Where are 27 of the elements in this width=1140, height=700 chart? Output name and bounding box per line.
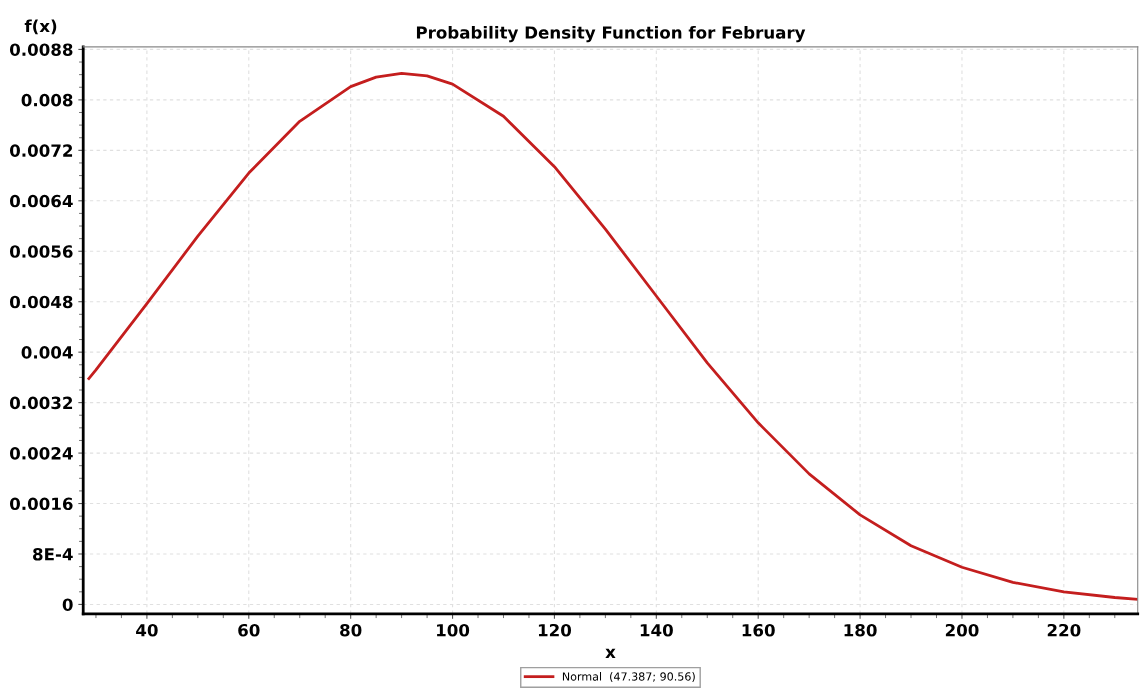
legend-label: Normal (47.387; 90.56) [562,672,695,682]
x-tick-label: 160 [742,623,775,637]
y-tick-label: 0.0024 [9,447,73,460]
y-tick-label: 0.0064 [9,194,73,208]
x-tick-label: 100 [437,623,470,637]
y-tick-label: 0.004 [21,346,73,359]
y-tick-label: 0.008 [21,93,73,107]
x-tick-label: 180 [844,623,877,637]
y-tick-label: 0.0032 [9,396,73,410]
y-tick-label: 0.0048 [9,295,73,309]
chart-title: Probability Density Function for February [416,25,806,43]
x-tick-label: 120 [538,623,572,637]
y-tick-label: 8E-4 [33,547,73,561]
x-tick-label: 140 [640,623,673,637]
x-tick-label: 80 [340,623,362,637]
x-tick-label: 60 [238,623,260,637]
y-tick-label: 0.0016 [9,497,73,511]
x-tick-label: 220 [1047,623,1081,637]
y-tick-label: 0 [62,598,73,612]
x-tick-label: 40 [136,623,158,637]
y-tick-label: 0.0056 [9,245,73,258]
line-series [87,72,1138,601]
x-tick-label: 200 [945,623,979,637]
y-tick-label: 0.0072 [9,144,73,157]
x-axis-title: x [605,648,616,658]
y-tick-label: 0.0088 [9,43,73,56]
y-axis-title: f(x) [24,19,57,35]
